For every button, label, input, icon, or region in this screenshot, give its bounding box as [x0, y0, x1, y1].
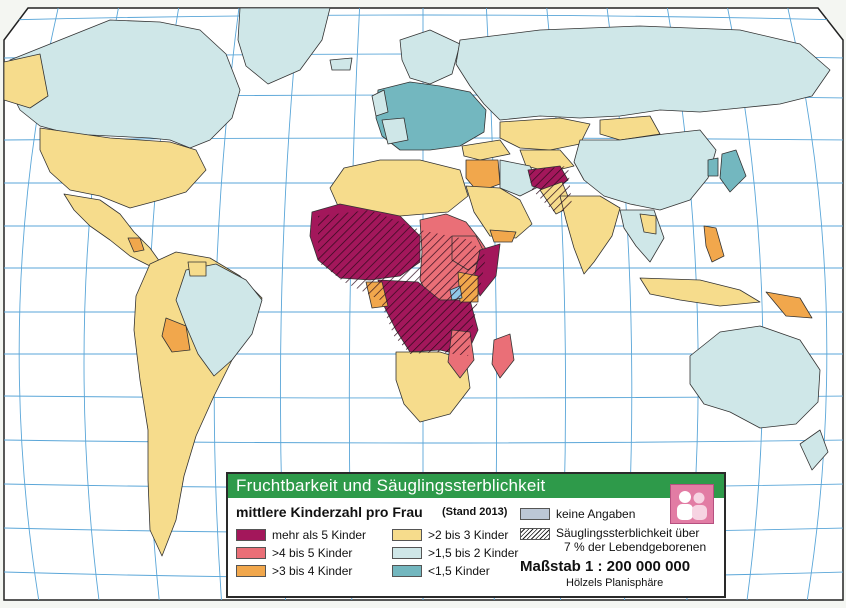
projection-name: Hölzels Planisphäre	[566, 577, 664, 589]
japan	[719, 149, 747, 193]
legend-label: mehr als 5 Kinder	[272, 528, 367, 542]
scandinavia	[399, 29, 461, 85]
kazakhstan	[499, 117, 591, 151]
guatemala	[127, 237, 145, 253]
france	[381, 117, 409, 145]
greenland	[237, 8, 331, 85]
legend-stand: (Stand 2013)	[442, 506, 508, 518]
legend-swatch	[392, 547, 422, 559]
legend-swatch	[236, 565, 266, 577]
guyana	[187, 261, 207, 277]
keine-angaben-swatch	[520, 508, 550, 520]
hatch-label-2: 7 % der Lebendgeborenen	[564, 540, 707, 554]
turkey	[461, 139, 511, 161]
legend-label: >3 bis 4 Kinder	[272, 564, 353, 578]
map-legend: Fruchtbarkeit und Säuglingssterblichkeit…	[226, 472, 726, 598]
legend-swatch	[236, 529, 266, 541]
arabia	[465, 185, 533, 239]
yemen	[489, 229, 517, 243]
legend-label: <1,5 Kinder	[428, 564, 490, 578]
canada	[9, 19, 241, 149]
high-infant-mortality-hatch	[318, 166, 572, 356]
new-zealand	[799, 429, 829, 471]
korea	[707, 157, 719, 177]
legend-swatch	[392, 565, 422, 577]
philippines	[703, 225, 725, 263]
legend-label: >1,5 bis 2 Kinder	[428, 546, 519, 560]
russia	[455, 25, 831, 121]
people-icon	[670, 484, 714, 524]
iceland	[329, 57, 353, 71]
madagascar	[491, 333, 515, 379]
hatch-swatch	[520, 528, 550, 540]
bolivia	[161, 317, 191, 353]
north-africa	[329, 159, 469, 217]
australia	[689, 325, 821, 429]
hatch-label-1: Säuglingssterblichkeit über	[556, 526, 700, 540]
legend-label: >2 bis 3 Kinder	[428, 528, 509, 542]
china	[573, 129, 717, 211]
map-scale: Maßstab 1 : 200 000 000	[520, 558, 691, 575]
usa	[39, 127, 207, 209]
laos	[639, 213, 657, 235]
alaska	[4, 53, 49, 109]
legend-swatch	[236, 547, 266, 559]
legend-label: >4 bis 5 Kinder	[272, 546, 353, 560]
indonesia	[639, 277, 761, 307]
legend-swatch	[392, 529, 422, 541]
india	[559, 195, 621, 275]
new-guinea	[765, 291, 813, 319]
keine-angaben-label: keine Angaben	[556, 507, 636, 521]
legend-subtitle: mittlere Kinderzahl pro Frau	[236, 504, 423, 520]
legend-header: Fruchtbarkeit und Säuglingssterblichkeit	[228, 474, 724, 498]
uk	[371, 89, 389, 117]
brazil	[175, 263, 263, 377]
